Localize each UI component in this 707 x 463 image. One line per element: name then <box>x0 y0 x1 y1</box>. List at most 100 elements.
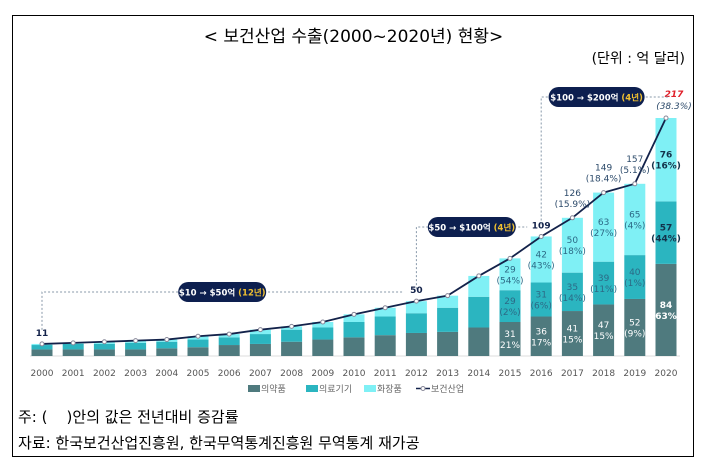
bar-segment <box>374 316 396 336</box>
x-tick-label: 2013 <box>436 369 459 379</box>
line-point <box>538 233 544 239</box>
segment-label: 36 <box>535 327 547 337</box>
line-point <box>382 305 388 311</box>
unit-label: (단위 : 억 달러) <box>591 51 685 67</box>
bar-segment <box>405 313 427 333</box>
bar-segment <box>468 327 490 356</box>
total-label: 126 <box>564 189 581 199</box>
bar-segment <box>249 343 271 356</box>
line-point <box>413 298 419 304</box>
x-tick-label: 2003 <box>124 369 147 379</box>
line-point <box>195 333 201 339</box>
legend-swatch <box>248 385 260 392</box>
total-label: 11 <box>36 329 49 339</box>
bar-segment <box>437 295 459 308</box>
bar-segment <box>593 192 615 262</box>
callout-badge <box>178 282 267 302</box>
segment-label: 47 <box>598 321 609 331</box>
segment-label: 76 <box>660 151 673 161</box>
total-label: 50 <box>410 286 423 296</box>
segment-pct-label: (15%) <box>559 336 586 346</box>
line-point <box>39 341 45 347</box>
segment-label: 29 <box>504 297 516 307</box>
bar-segment <box>561 311 583 356</box>
bar-segment <box>655 118 677 202</box>
line-point <box>445 293 451 299</box>
x-tick-label: 2014 <box>467 369 490 379</box>
total-pct-label: (15.9%) <box>555 200 591 210</box>
bar-segment <box>218 345 240 356</box>
x-tick-label: 2015 <box>499 369 522 379</box>
x-tick-label: 2010 <box>343 369 366 379</box>
bar-segment <box>312 327 334 340</box>
legend-line-marker <box>420 386 426 391</box>
legend-label: 의약품 <box>261 383 286 395</box>
bar-segment <box>125 342 147 350</box>
note: 주: ( )안의 값은 전년대비 증감률 <box>18 408 239 426</box>
bar-segment <box>62 349 84 356</box>
line-point <box>164 337 170 343</box>
line-point <box>133 338 139 344</box>
legend-swatch <box>306 385 318 392</box>
segment-pct-label: (44%) <box>651 235 681 245</box>
callout-badge <box>548 87 645 107</box>
segment-label: 31 <box>535 291 546 301</box>
bar-segment <box>31 345 53 350</box>
x-tick-label: 2016 <box>530 369 553 379</box>
total-pct-label: (18.4%) <box>586 175 622 185</box>
segment-pct-label: (17%) <box>528 338 555 348</box>
legend-swatch <box>364 385 376 392</box>
bar-segment <box>62 343 84 350</box>
segment-pct-label: (43%) <box>528 261 555 271</box>
line-point <box>289 323 295 329</box>
line-point <box>507 255 513 261</box>
bar-segment <box>218 337 240 346</box>
callout-connector <box>41 291 403 330</box>
legend-label: 의료기기 <box>319 384 352 395</box>
bar-segment <box>499 258 521 291</box>
bar-segment <box>312 322 334 328</box>
x-tick-label: 2011 <box>374 369 397 379</box>
legend-label: 보건산업 <box>431 384 464 395</box>
bar-segment <box>249 334 271 344</box>
line-point <box>257 327 263 333</box>
segment-label: 41 <box>567 325 578 335</box>
callout-text: $50 → $100억 (4년) <box>428 223 515 234</box>
x-tick-label: 2002 <box>93 369 116 379</box>
line-point <box>601 190 607 196</box>
line-point <box>320 319 326 325</box>
x-tick-label: 2006 <box>218 369 241 379</box>
bar-segment <box>125 349 147 356</box>
bar-segment <box>187 339 209 348</box>
segment-pct-label: (14%) <box>559 294 586 304</box>
line-point <box>226 331 232 337</box>
bar-segment <box>530 316 552 356</box>
segment-pct-label: (9%) <box>624 329 645 339</box>
bar-segment <box>343 337 365 356</box>
segment-pct-label: (11%) <box>590 285 617 295</box>
segment-label: 39 <box>598 274 610 284</box>
x-tick-label: 2004 <box>155 369 178 379</box>
segment-label: 29 <box>504 265 516 275</box>
segment-label: 35 <box>567 283 578 293</box>
bar-segment <box>343 314 365 322</box>
bar-segment <box>281 329 303 342</box>
bar-segment <box>624 183 646 256</box>
callout-text: $100 → $200억 (4년) <box>550 93 643 104</box>
segment-label: 63 <box>598 218 609 228</box>
segment-pct-label: (16%) <box>651 162 681 172</box>
chart-frame <box>12 15 694 457</box>
bar-segment <box>530 236 552 283</box>
bar-segment <box>437 331 459 356</box>
segment-pct-label: (2%) <box>499 308 520 318</box>
x-tick-label: 2017 <box>561 369 584 379</box>
total-label: 217 <box>665 90 685 100</box>
segment-label: 31 <box>504 330 515 340</box>
callout-text: $10 → $50억 (12년) <box>179 288 266 299</box>
segment-pct-label: (54%) <box>496 276 523 286</box>
bar-segment <box>312 339 334 356</box>
legend-label: 화장품 <box>377 384 402 395</box>
x-tick-label: 2007 <box>249 369 272 379</box>
bar-segment <box>93 349 115 356</box>
segment-pct-label: (4%) <box>624 221 645 231</box>
